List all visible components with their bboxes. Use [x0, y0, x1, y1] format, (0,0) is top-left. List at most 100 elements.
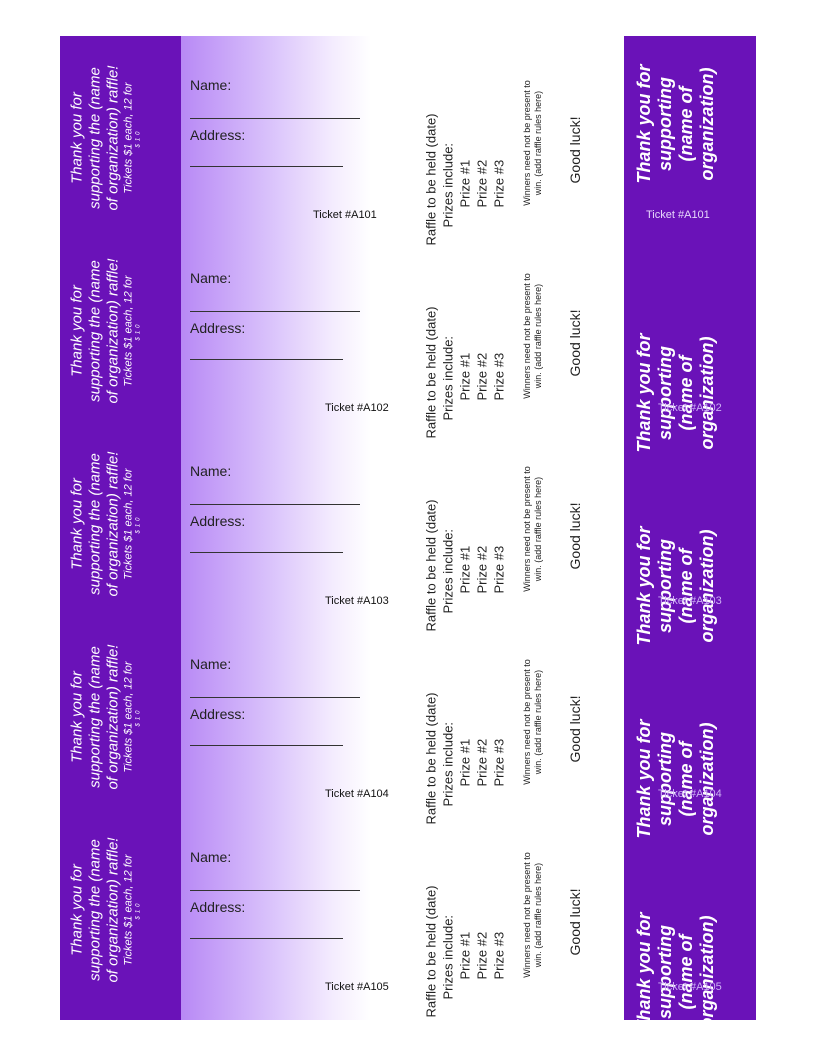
stub-line: organization) — [697, 529, 717, 643]
stub-line: supporting — [655, 77, 675, 171]
thank-you-message: Thank you for supporting the (name of orga… — [68, 249, 168, 414]
prize-item: Prize #1 — [457, 159, 473, 207]
rules-line: Winners need not be present to — [522, 852, 532, 978]
address-label: Address: — [190, 706, 246, 722]
prize-item: Prize #2 — [474, 159, 490, 207]
name-label: Name: — [190, 77, 232, 93]
ticket-price: Tickets $1 each, 12 for — [122, 661, 134, 773]
prizes-heading: Prizes include: — [440, 335, 456, 420]
rules-line: win. (add raffle rules here) — [533, 476, 543, 582]
thank-you-line: supporting the (name — [86, 839, 103, 981]
address-line[interactable] — [190, 359, 343, 360]
ticket-price-tail: $10 — [135, 321, 141, 341]
prize-item: Prize #3 — [491, 159, 507, 207]
name-label: Name: — [190, 849, 232, 865]
stub-message: Thank you for supporting (name of organizat… — [634, 511, 734, 661]
address-line[interactable] — [190, 938, 343, 939]
prize-item: Prize #3 — [491, 931, 507, 979]
rules-line: Winners need not be present to — [522, 80, 532, 206]
thank-you-line: supporting the (name — [86, 453, 103, 595]
thank-you-line: Thank you for — [68, 285, 85, 377]
thank-you-message: Thank you for supporting the (name of orga… — [68, 828, 168, 993]
prizes-heading: Prizes include: — [440, 721, 456, 806]
stub-line: (name of — [676, 86, 696, 162]
rules-line: win. (add raffle rules here) — [533, 90, 543, 196]
stub-line: supporting — [655, 732, 675, 826]
name-line[interactable] — [190, 504, 360, 505]
thank-you-line: Thank you for — [68, 92, 85, 184]
thank-you-message: Thank you for supporting the (name of orga… — [68, 442, 168, 607]
stub-line: Thank you for — [634, 912, 654, 1032]
raffle-rules: Winners need not be present to win. (add … — [522, 236, 554, 436]
rules-line: Winners need not be present to — [522, 273, 532, 399]
name-line[interactable] — [190, 118, 360, 119]
good-luck: Good luck! — [567, 888, 583, 956]
gradient-band — [181, 36, 371, 1020]
thank-you-line: of organization) raffle! — [104, 837, 121, 983]
address-line[interactable] — [190, 552, 343, 553]
name-line[interactable] — [190, 311, 360, 312]
ticket-price: Tickets $1 each, 12 for — [122, 82, 134, 194]
stub-line: Thank you for — [634, 64, 654, 184]
raffle-rules: Winners need not be present to win. (add … — [522, 815, 554, 1015]
raffle-info: Raffle to be held (date) Prizes include: P… — [423, 624, 518, 824]
raffle-info: Raffle to be held (date) Prizes include: P… — [423, 45, 518, 245]
thank-you-line: supporting the (name — [86, 646, 103, 788]
address-line[interactable] — [190, 166, 343, 167]
raffle-info: Raffle to be held (date) Prizes include: P… — [423, 238, 518, 438]
stub-message: Thank you for supporting (name of organizat… — [634, 318, 734, 468]
raffle-date: Raffle to be held (date) — [423, 498, 439, 631]
raffle-rules: Winners need not be present to win. (add … — [522, 43, 554, 243]
raffle-date: Raffle to be held (date) — [423, 305, 439, 438]
stub-ticket-number: Ticket #A103 — [658, 595, 722, 607]
prize-item: Prize #1 — [457, 931, 473, 979]
rules-line: win. (add raffle rules here) — [533, 669, 543, 775]
raffle-info: Raffle to be held (date) Prizes include: P… — [423, 817, 518, 1017]
ticket-price-tail: $10 — [135, 128, 141, 148]
address-label: Address: — [190, 899, 246, 915]
ticket-number: Ticket #A101 — [313, 209, 377, 221]
prizes-heading: Prizes include: — [440, 142, 456, 227]
name-label: Name: — [190, 656, 232, 672]
stub-message: Thank you for supporting (name of organizat… — [634, 897, 734, 1047]
name-line[interactable] — [190, 890, 360, 891]
ticket-number: Ticket #A103 — [325, 595, 389, 607]
stub-message: Thank you for supporting (name of organizat… — [634, 704, 734, 854]
stub-line: Thank you for — [634, 719, 654, 839]
thank-you-line: of organization) raffle! — [104, 644, 121, 790]
ticket-number: Ticket #A105 — [325, 981, 389, 993]
address-label: Address: — [190, 513, 246, 529]
thank-you-line: of organization) raffle! — [104, 451, 121, 597]
thank-you-line: supporting the (name — [86, 67, 103, 209]
prize-item: Prize #1 — [457, 545, 473, 593]
stub-ticket-number: Ticket #A104 — [658, 788, 722, 800]
name-line[interactable] — [190, 697, 360, 698]
stub-line: (name of — [676, 934, 696, 1010]
thank-you-line: Thank you for — [68, 864, 85, 956]
thank-you-line: Thank you for — [68, 671, 85, 763]
raffle-date: Raffle to be held (date) — [423, 691, 439, 824]
stub-line: Thank you for — [634, 333, 654, 453]
prize-item: Prize #2 — [474, 738, 490, 786]
ticket-number: Ticket #A104 — [325, 788, 389, 800]
stub-line: supporting — [655, 539, 675, 633]
stub-ticket-number: Ticket #A101 — [646, 209, 710, 221]
rules-line: Winners need not be present to — [522, 659, 532, 785]
address-line[interactable] — [190, 745, 343, 746]
stub-ticket-number: Ticket #A102 — [658, 402, 722, 414]
address-label: Address: — [190, 320, 246, 336]
name-label: Name: — [190, 463, 232, 479]
good-luck: Good luck! — [567, 502, 583, 570]
thank-you-message: Thank you for supporting the (name of orga… — [68, 56, 168, 221]
stub-line: (name of — [676, 741, 696, 817]
name-label: Name: — [190, 270, 232, 286]
ticket-number: Ticket #A102 — [325, 402, 389, 414]
stub-ticket-number: Ticket #A105 — [658, 981, 722, 993]
thank-you-message: Thank you for supporting the (name of orga… — [68, 635, 168, 800]
stub-line: organization) — [697, 336, 717, 450]
left-purple-band — [60, 36, 181, 1020]
rules-line: win. (add raffle rules here) — [533, 862, 543, 968]
stub-line: organization) — [697, 67, 717, 181]
prize-item: Prize #1 — [457, 738, 473, 786]
stub-line: (name of — [676, 355, 696, 431]
